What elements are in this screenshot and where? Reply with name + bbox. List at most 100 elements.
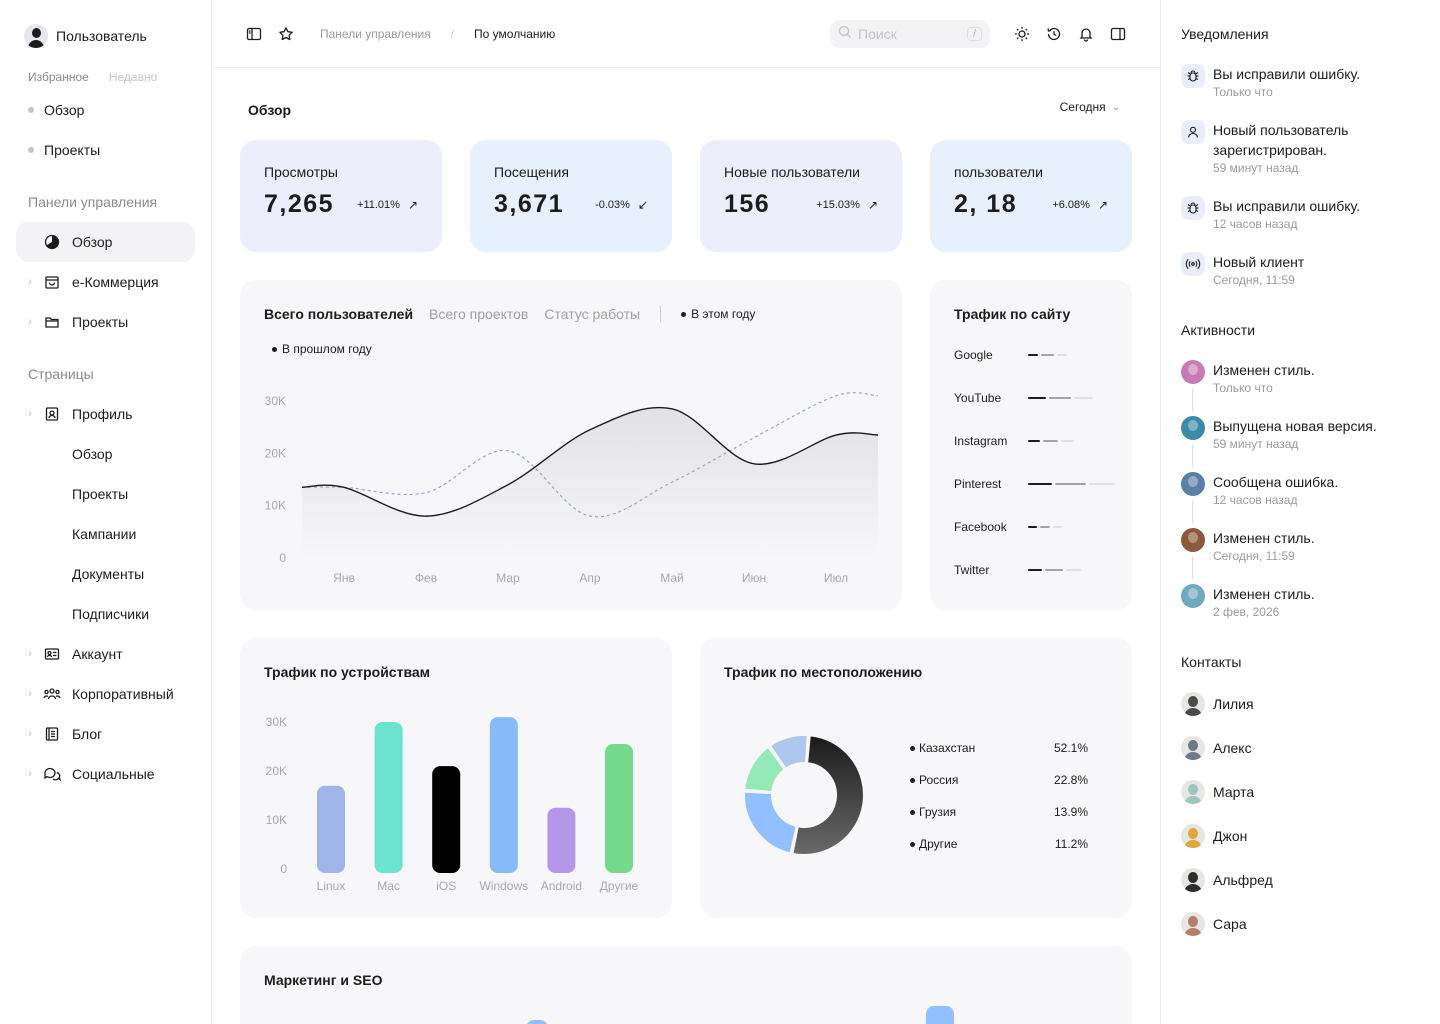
sidebar-subitem-overview[interactable]: Обзор xyxy=(72,446,113,462)
activity-text: Выпущена новая версия. xyxy=(1213,418,1377,434)
tab-total-users[interactable]: Всего пользователей xyxy=(264,306,414,322)
users-icon xyxy=(42,684,62,704)
contact-item[interactable]: Марта xyxy=(1181,780,1421,804)
tab-recent[interactable]: Недавно xyxy=(108,70,158,84)
donut-slice xyxy=(768,734,809,770)
sidebar-item-corporate[interactable]: › Корпоративный xyxy=(16,674,195,714)
stat-value: 7,265 xyxy=(264,190,335,218)
search-box[interactable]: / xyxy=(830,19,990,48)
contact-item[interactable]: Алекс xyxy=(1181,736,1421,760)
sidebar-toggle-icon[interactable] xyxy=(240,20,268,48)
sun-icon[interactable] xyxy=(1008,20,1036,48)
user-profile[interactable]: Пользователь xyxy=(16,20,195,52)
chevron-right-icon: › xyxy=(28,408,32,420)
sidebar-item-label: Социальные xyxy=(72,766,155,782)
notifications-title: Уведомления xyxy=(1181,26,1269,42)
sidebar-subitem-followers[interactable]: Подписчики xyxy=(72,606,150,622)
notification-item[interactable]: Вы исправили ошибку. 12 часов назад xyxy=(1181,196,1421,232)
site-traffic-bar xyxy=(1028,483,1115,485)
avatar xyxy=(1181,692,1205,716)
sidebar-item-label: е-Коммерция xyxy=(72,274,159,290)
notification-item[interactable]: Новый пользователь зарегистрирован. 59 м… xyxy=(1181,120,1421,176)
sidebar-item-profile[interactable]: › Профиль xyxy=(16,394,195,434)
bullet-icon xyxy=(910,777,915,783)
contact-item[interactable]: Альфред xyxy=(1181,868,1421,892)
y-tick-label: 10K xyxy=(266,813,287,827)
favorite-item-projects[interactable]: Проекты xyxy=(16,130,195,170)
tab-total-projects[interactable]: Всего проектов xyxy=(429,306,529,322)
notebook-icon xyxy=(42,724,62,744)
sidebar-subitem-projects[interactable]: Проекты xyxy=(72,486,129,502)
stat-label: Просмотры xyxy=(264,164,338,180)
sidebar-item-ecommerce[interactable]: › е-Коммерция xyxy=(16,262,195,302)
site-traffic-row: Facebook xyxy=(954,520,1063,534)
sidebar-item-blog[interactable]: › Блог xyxy=(16,714,195,754)
activity-time: Только что xyxy=(1213,381,1273,395)
bar-segment xyxy=(1042,440,1059,442)
period-value: Сегодня xyxy=(1059,100,1106,114)
activity-item[interactable]: Изменен стиль. Сегодня, 11:59 xyxy=(1181,528,1421,564)
notification-item[interactable]: Новый клиент Сегодня, 11:59 xyxy=(1181,252,1421,288)
x-tick-label: Другие xyxy=(600,879,639,893)
stat-value: 2, 18 xyxy=(954,190,1018,218)
history-icon[interactable] xyxy=(1040,20,1068,48)
legend-previous-year: В прошлом году xyxy=(272,342,372,356)
bug-icon xyxy=(1181,196,1205,220)
sidebar-item-projects[interactable]: › Проекты xyxy=(16,302,195,342)
contact-item[interactable]: Джон xyxy=(1181,824,1421,848)
notification-item[interactable]: Вы исправили ошибку. Только что xyxy=(1181,64,1421,100)
breadcrumb-separator: / xyxy=(450,26,455,41)
search-input[interactable] xyxy=(858,25,954,42)
favorite-item-label: Обзор xyxy=(44,102,85,118)
bell-icon[interactable] xyxy=(1072,20,1100,48)
activity-item[interactable]: Сообщена ошибка. 12 часов назад xyxy=(1181,472,1421,508)
notification-text: Новый клиент xyxy=(1213,254,1305,270)
legend-row: Казахстан 52.1% xyxy=(910,732,1088,764)
bar-segment xyxy=(1028,440,1040,442)
sidebar-item-social[interactable]: › Социальные xyxy=(16,754,195,794)
avatar xyxy=(1181,528,1205,552)
right-panel-toggle-icon[interactable] xyxy=(1104,20,1132,48)
x-tick-label: Июн xyxy=(742,571,766,585)
contact-name: Марта xyxy=(1213,784,1255,800)
contact-item[interactable]: Лилия xyxy=(1181,692,1421,716)
breadcrumb-dashboards[interactable]: Панели управления xyxy=(320,26,431,41)
y-tick-label: 20K xyxy=(266,764,287,778)
avatar xyxy=(1181,584,1205,608)
sidebar-item-overview[interactable]: Обзор xyxy=(16,222,195,262)
device-bar-chart: 30K 20K 10K 0 Linux Mac iOS Windows Android Други… xyxy=(266,715,639,893)
sidebar-subitem-campaigns[interactable]: Кампании xyxy=(72,526,137,542)
stat-label: Посещения xyxy=(494,164,569,180)
avatar xyxy=(1181,472,1205,496)
chevron-right-icon: › xyxy=(28,316,32,328)
folder-icon xyxy=(42,312,62,332)
bar-segment xyxy=(1055,483,1086,485)
activity-item[interactable]: Изменен стиль. 2 фев, 2026 xyxy=(1181,584,1421,620)
notification-time: Только что xyxy=(1213,85,1273,99)
favorite-item-overview[interactable]: Обзор xyxy=(16,90,195,130)
activity-time: 12 часов назад xyxy=(1213,493,1298,507)
chevron-right-icon: › xyxy=(28,728,32,740)
sidebar-subitem-documents[interactable]: Документы xyxy=(72,566,145,582)
stat-value: 156 xyxy=(724,190,771,218)
total-users-chart-card: Всего пользователей Всего проектов Стату… xyxy=(240,280,902,610)
activity-item[interactable]: Выпущена новая версия. 59 минут назад xyxy=(1181,416,1421,452)
legend-label: В этом году xyxy=(691,307,756,321)
activity-item[interactable]: Изменен стиль. Только что xyxy=(1181,360,1421,396)
legend-value: 22.8% xyxy=(1053,773,1088,787)
period-select[interactable]: Сегодня ⌄ xyxy=(1060,100,1120,114)
sidebar-item-label: Обзор xyxy=(72,234,113,250)
search-shortcut-hint: / xyxy=(966,26,982,41)
site-traffic-row: Twitter xyxy=(954,563,1082,577)
sidebar-item-account[interactable]: › Аккаунт xyxy=(16,634,195,674)
tab-favorites[interactable]: Избранное xyxy=(28,70,89,84)
star-icon[interactable] xyxy=(272,20,300,48)
sidebar-item-label: Корпоративный xyxy=(72,686,174,702)
donut-slice xyxy=(743,745,786,794)
sidebar-item-label: Аккаунт xyxy=(72,646,123,662)
tab-work-status[interactable]: Статус работы xyxy=(544,306,641,322)
chevron-right-icon: › xyxy=(28,688,32,700)
notification-text: Вы исправили ошибку. xyxy=(1213,198,1361,214)
legend-row: Другие 11.2% xyxy=(910,828,1088,860)
contact-item[interactable]: Сара xyxy=(1181,912,1421,936)
